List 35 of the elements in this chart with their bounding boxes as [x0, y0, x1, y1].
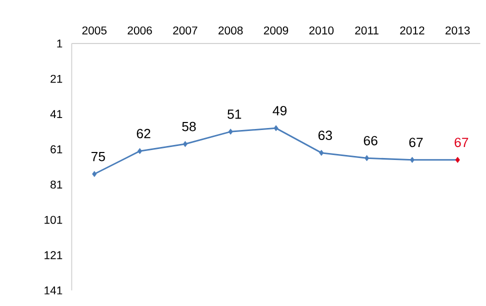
data-label: 67 — [409, 137, 423, 147]
x-tick-label: 2009 — [264, 26, 288, 34]
data-label: 66 — [364, 136, 378, 146]
y-tick-label: 101 — [44, 216, 62, 224]
data-label: 62 — [136, 128, 150, 138]
y-tick-label: 61 — [50, 145, 62, 154]
point — [455, 156, 460, 163]
data-label: 67 — [454, 137, 468, 147]
y-tick-label: 81 — [50, 180, 62, 188]
x-tick-label: 2012 — [400, 26, 424, 34]
data-label: 75 — [91, 152, 105, 161]
data-label: 49 — [272, 106, 287, 116]
x-tick-label: 2005 — [82, 26, 107, 34]
point — [274, 124, 278, 131]
data-label: 51 — [228, 109, 242, 119]
point — [410, 156, 415, 163]
x-tick-label: 2011 — [355, 26, 378, 34]
x-tick-label: 2007 — [173, 26, 198, 34]
point — [364, 154, 370, 161]
data-label: 58 — [182, 122, 196, 131]
x-tick-label: 2013 — [446, 26, 470, 34]
point — [182, 140, 188, 147]
y-tick-label: 141 — [44, 286, 62, 294]
y-tick-label: 1 — [57, 39, 62, 48]
point — [228, 128, 233, 134]
point — [92, 170, 97, 177]
y-tick-label: 121 — [44, 250, 62, 259]
data-label: 63 — [318, 130, 332, 140]
y-tick-label: 21 — [50, 74, 62, 83]
y-tick-label: 41 — [50, 110, 62, 118]
x-tick-label: 2006 — [128, 26, 152, 34]
point — [137, 148, 142, 154]
point — [319, 150, 324, 156]
x-tick-label: 2010 — [309, 26, 334, 34]
x-tick-label: 2008 — [218, 26, 243, 34]
